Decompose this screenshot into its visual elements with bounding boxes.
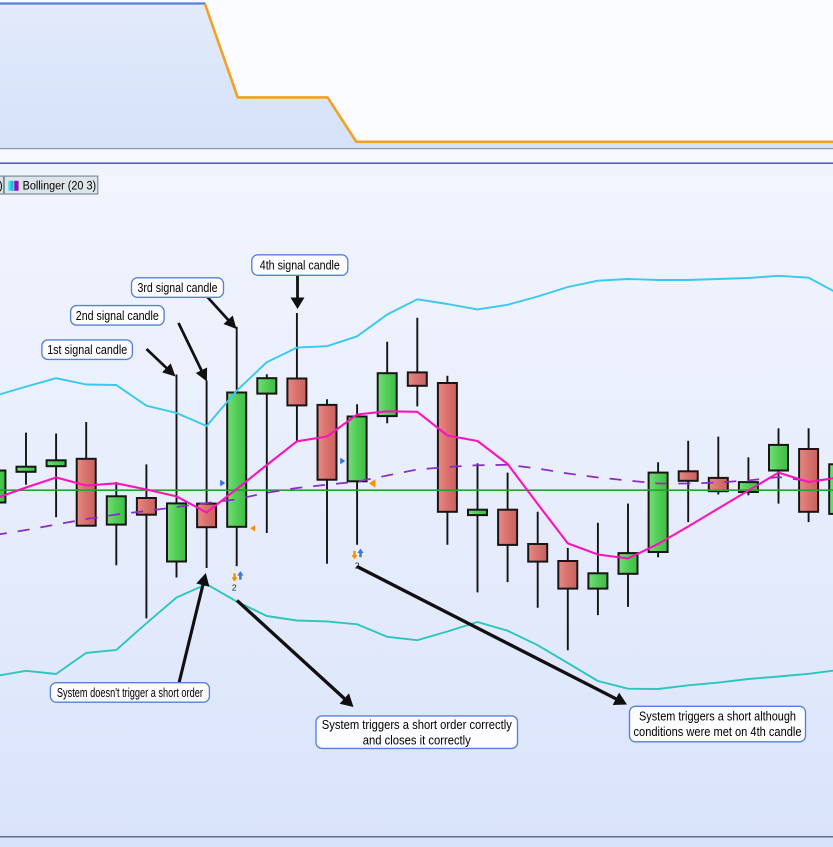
svg-text:2: 2: [355, 561, 360, 571]
svg-text:System doesn't trigger a short: System doesn't trigger a short order: [57, 686, 203, 700]
svg-text:4th signal candle: 4th signal candle: [260, 258, 340, 273]
svg-text:1st signal candle: 1st signal candle: [47, 342, 127, 357]
svg-text:): ): [0, 181, 3, 193]
svg-text:and closes it correctly: and closes it correctly: [363, 733, 472, 747]
svg-text:System triggers a short order: System triggers a short order correctly: [322, 718, 513, 732]
svg-text:3rd signal candle: 3rd signal candle: [138, 280, 218, 295]
svg-text:System triggers a short althou: System triggers a short although: [639, 710, 796, 724]
svg-text:conditions were met on 4th can: conditions were met on 4th candle: [634, 725, 802, 739]
svg-text:Bollinger (20 3): Bollinger (20 3): [23, 181, 97, 193]
svg-text:2: 2: [232, 583, 237, 593]
svg-text:2nd signal candle: 2nd signal candle: [76, 308, 159, 323]
